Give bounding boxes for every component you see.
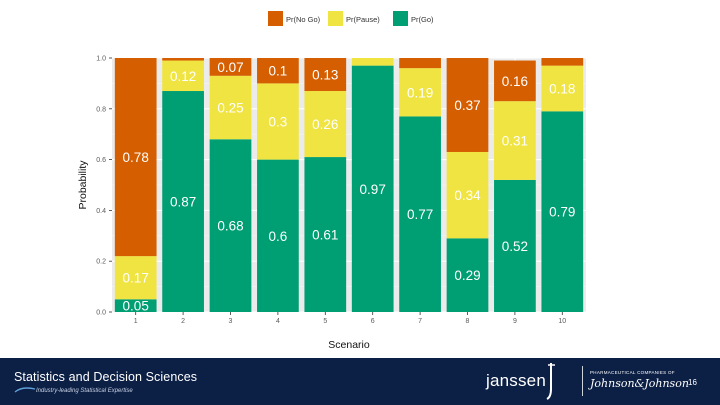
page-number: 16 [688, 378, 697, 387]
data-label: 0.79 [549, 205, 575, 220]
x-tick-label: 10 [558, 318, 566, 325]
data-label: 0.19 [407, 85, 433, 100]
bar-segment [209, 75, 252, 140]
legend-swatch [328, 11, 343, 26]
data-label: 0.37 [454, 98, 480, 113]
data-label: 0.18 [549, 81, 575, 96]
bar-segment [446, 151, 489, 239]
y-tick-label: 0.0 [96, 310, 106, 317]
data-label: 0.61 [312, 228, 338, 243]
data-label: 0.13 [312, 68, 338, 83]
bar-segment [257, 58, 299, 84]
bar-segment [541, 65, 584, 112]
footer-bar: Statistics and Decision Sciences Industr… [0, 358, 720, 405]
x-tick-label: 9 [513, 318, 517, 325]
bar-segment [399, 116, 441, 312]
legend-label: Pr(No Go) [286, 15, 321, 24]
bar-segment [209, 58, 252, 76]
legend-label: Pr(Go) [411, 15, 434, 24]
x-tick-label: 4 [276, 318, 280, 325]
data-label: 0.26 [312, 117, 338, 132]
bar-segment [162, 60, 204, 92]
chart-area: 0.0 0.2 0.4 0.6 0.8 1.0 0.05 0.17 0.78 1 0.87 0.12 2… [77, 11, 586, 351]
bar-segment [257, 83, 299, 160]
bar-segment [209, 139, 252, 312]
data-label: 0.05 [123, 299, 149, 314]
bar-segment [399, 58, 441, 69]
x-tick-label: 6 [371, 318, 375, 325]
data-label: 0.07 [217, 60, 243, 75]
x-tick-label: 2 [181, 318, 185, 325]
legend-swatch [268, 11, 283, 26]
y-tick-label: 1.0 [96, 56, 106, 63]
swoosh-icon [14, 387, 36, 393]
bar-segment [304, 157, 347, 312]
bar-segment [494, 60, 536, 102]
bar-segment [162, 91, 204, 313]
data-label: 0.3 [269, 115, 288, 130]
x-tick-label: 1 [134, 318, 138, 325]
data-label: 0.77 [407, 207, 433, 222]
data-label: 0.25 [217, 101, 243, 116]
janssen-logo-text: janssen [486, 371, 546, 390]
bar-segment [399, 68, 441, 117]
footer-title: Statistics and Decision Sciences [14, 370, 198, 384]
legend-swatch [393, 11, 408, 26]
y-tick-label: 0.8 [96, 106, 106, 113]
bar-segment [114, 58, 157, 257]
bar-segment [351, 65, 394, 313]
bar-segment [446, 238, 489, 312]
x-tick-label: 8 [466, 318, 470, 325]
footer-subtitle: Industry-leading Statistical Expertise [36, 388, 133, 394]
bar-segment [494, 101, 536, 180]
data-label: 0.34 [454, 188, 481, 203]
legend-label: Pr(Pause) [346, 15, 380, 24]
data-label: 0.87 [170, 195, 196, 210]
bar-segment [114, 256, 157, 300]
x-axis-title: Scenario [328, 339, 370, 351]
bar-segment [351, 58, 394, 66]
data-label: 0.16 [502, 74, 528, 89]
y-tick-label: 0.2 [96, 259, 106, 266]
x-tick-label: 7 [418, 318, 422, 325]
y-tick-label: 0.4 [96, 208, 106, 215]
x-tick-label: 3 [229, 318, 233, 325]
data-label: 0.29 [454, 268, 480, 283]
stacked-bar-chart: 0.00.20.40.60.81.00.050.170.7810.870.122… [77, 11, 586, 351]
data-label: 0.17 [123, 271, 149, 286]
x-tick-label: 5 [323, 318, 327, 325]
bar-segment [304, 58, 347, 92]
bar-segment [446, 58, 489, 152]
bar-segment [494, 179, 536, 312]
data-label: 0.1 [269, 64, 288, 79]
bar-segment [257, 159, 299, 312]
bar-segment [114, 299, 157, 312]
data-label: 0.68 [217, 219, 243, 234]
parent-company-logo: Johnson&Johnson [590, 377, 689, 390]
bar-segment [541, 58, 584, 66]
bar-segment [541, 111, 584, 312]
y-tick-label: 0.6 [96, 157, 106, 164]
data-label: 0.12 [170, 69, 196, 84]
data-label: 0.31 [502, 134, 528, 149]
bar-segment [304, 91, 347, 158]
logo-divider [582, 366, 583, 396]
data-label: 0.6 [269, 229, 288, 244]
y-axis-title: Probability [77, 160, 89, 210]
janssen-logo-icon [546, 363, 555, 400]
pharma-line: PHARMACEUTICAL COMPANIES OF [590, 370, 675, 375]
data-label: 0.52 [502, 239, 528, 254]
data-label: 0.78 [123, 150, 149, 165]
data-label: 0.97 [360, 182, 386, 197]
bar-segment [162, 58, 204, 61]
